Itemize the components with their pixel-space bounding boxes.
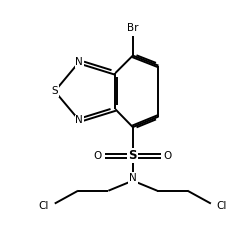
Text: Cl: Cl xyxy=(217,201,227,211)
Text: N: N xyxy=(75,57,83,67)
Text: Br: Br xyxy=(127,23,139,33)
Text: Cl: Cl xyxy=(38,201,49,211)
Text: N: N xyxy=(129,173,137,183)
Text: O: O xyxy=(164,151,172,161)
Text: S: S xyxy=(129,149,137,162)
Text: S: S xyxy=(51,86,58,96)
Text: N: N xyxy=(75,115,83,125)
Text: O: O xyxy=(94,151,102,161)
